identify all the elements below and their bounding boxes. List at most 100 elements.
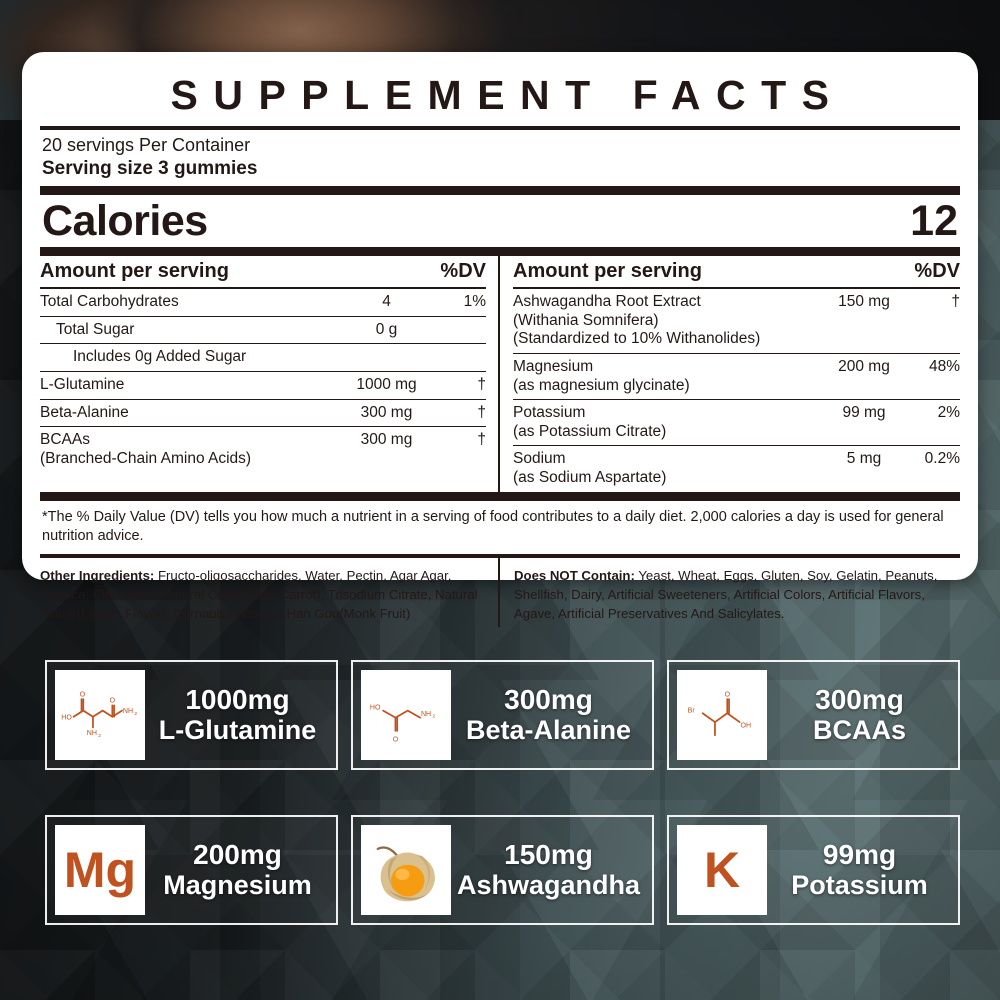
svg-text:2: 2 <box>432 714 435 720</box>
table-row: BCAAs (Branched-Chain Amino Acids) 300 m… <box>40 426 486 472</box>
nutrient-amount: 300 mg <box>360 403 413 421</box>
left-column-header: Amount per serving %DV <box>40 256 486 287</box>
card-name: L-Glutamine <box>158 714 317 745</box>
card-text: 99mg Potassium <box>767 839 950 900</box>
daily-value-footnote: *The % Daily Value (DV) tells you how mu… <box>42 508 944 544</box>
calories-top-divider <box>40 186 960 196</box>
calories-row: Calories 12 <box>40 195 960 247</box>
nutrient-amount: 1000 mg <box>356 375 417 393</box>
ingredient-card-ashwagandha[interactable]: 150mg Ashwagandha <box>350 815 655 925</box>
ingredients-section: Other Ingredients: Fructo-oligosaccharid… <box>40 557 960 628</box>
potassium-symbol-icon: K <box>677 825 768 915</box>
table-row: L-Glutamine 1000 mg † <box>40 370 486 399</box>
nutrient-subname: (Branched-Chain Amino Acids) <box>40 449 252 467</box>
nutrient-subname: (as Potassium Citrate) <box>513 422 667 440</box>
calories-bottom-divider <box>40 247 960 257</box>
nutrient-name: Magnesium <box>513 357 594 375</box>
ashwagandha-berry-svg <box>376 846 435 902</box>
table-row: Sodium (as Sodium Aspartate) 5 mg 0.2% <box>513 445 960 491</box>
supplement-facts-panel: SUPPLEMENT FACTS 20 servings Per Contain… <box>22 52 978 628</box>
ingredient-card-potassium[interactable]: K 99mg Potassium <box>667 815 960 925</box>
ingredient-card-bcaas[interactable]: Br O OH 300mg BCAAs <box>667 660 960 770</box>
nutrient-dv: 0.2% <box>924 450 960 468</box>
nutrient-dv: † <box>951 293 960 311</box>
ingredient-card-l-glutamine[interactable]: HO O O NH 2 NH 2 1000mg L-Glutamine <box>45 660 338 770</box>
servings-per-container: 20 servings Per Container <box>42 135 251 155</box>
glutamine-molecule-icon: HO O O NH 2 NH 2 <box>55 670 145 760</box>
does-not-contain-block: Does NOT Contain: Yeast, Wheat, Eggs, Gl… <box>500 558 960 627</box>
card-text: 200mg Magnesium <box>145 838 328 900</box>
svg-text:2: 2 <box>134 711 137 717</box>
nutrient-name: L-Glutamine <box>40 375 125 393</box>
card-text: 150mg Ashwagandha <box>451 838 644 900</box>
svg-text:HO: HO <box>370 705 381 712</box>
does-not-contain-label: Does NOT Contain: <box>514 567 635 583</box>
svg-text:O: O <box>725 692 731 699</box>
nutrient-name: Total Sugar <box>56 320 135 338</box>
svg-text:NH: NH <box>87 730 97 737</box>
nutrient-name: Includes 0g Added Sugar <box>73 348 247 366</box>
nutrient-subname: (as magnesium glycinate) <box>513 376 690 394</box>
card-dose: 1000mg <box>185 683 290 715</box>
nutrient-subname-2: (Standardized to 10% Withanolides) <box>513 330 761 348</box>
nutrient-subname: (Withania Somnifera) <box>513 311 659 329</box>
ingredient-highlight-grid: HO O O NH 2 NH 2 1000mg L-Glutamine <box>45 660 960 925</box>
beta-alanine-molecule-svg: HO O NH 2 <box>370 705 435 744</box>
nutrient-name: Ashwagandha Root Extract <box>513 293 701 311</box>
table-row: Ashwagandha Root Extract (Withania Somni… <box>513 287 960 353</box>
ingredients-top-divider <box>40 553 960 558</box>
nutrient-amount: 300 mg <box>360 431 413 449</box>
calories-value: 12 <box>910 197 958 246</box>
table-row: Total Sugar 0 g <box>40 315 486 344</box>
card-dose: 300mg <box>504 683 593 715</box>
does-not-contain-text: Yeast, Wheat, Eggs, Gluten, Soy, Gelatin… <box>514 567 938 622</box>
svg-text:HO: HO <box>61 714 72 721</box>
svg-text:O: O <box>80 692 86 699</box>
svg-text:NH: NH <box>123 708 133 715</box>
nutrient-column-right: Amount per serving %DV Ashwagandha Root … <box>500 256 960 491</box>
card-dose: 300mg <box>815 683 904 715</box>
table-row: Beta-Alanine 300 mg † <box>40 398 486 427</box>
left-amount-header: Amount per serving <box>40 260 229 283</box>
calories-label: Calories <box>42 197 208 246</box>
serving-size: Serving size 3 gummies <box>42 157 258 179</box>
nutrient-name: Beta-Alanine <box>40 403 129 421</box>
card-text: 1000mg L-Glutamine <box>145 683 328 745</box>
beta-alanine-molecule-icon: HO O NH 2 <box>360 670 451 760</box>
card-name: Potassium <box>791 869 928 900</box>
nutrient-amount: 0 g <box>375 320 398 338</box>
nutrient-name: BCAAs <box>40 431 90 449</box>
nutrient-dv: † <box>477 375 486 393</box>
nutrient-amount: 5 mg <box>846 450 882 468</box>
servings-block: 20 servings Per Container Serving size 3… <box>40 130 960 186</box>
card-name: Beta-Alanine <box>465 714 632 745</box>
other-ingredients-block: Other Ingredients: Fructo-oligosaccharid… <box>40 557 500 628</box>
element-symbol: Mg <box>63 842 137 898</box>
ingredient-card-beta-alanine[interactable]: HO O NH 2 300mg Beta-Alanine <box>350 660 655 770</box>
right-column-header: Amount per serving %DV <box>513 256 960 287</box>
card-dose: 200mg <box>193 838 282 870</box>
nutrient-dv: 2% <box>937 404 960 422</box>
nutrient-name: Total Carbohydrates <box>40 293 179 311</box>
card-text: 300mg Beta-Alanine <box>451 683 644 745</box>
svg-text:OH: OH <box>740 722 751 729</box>
nutrient-amount: 150 mg <box>838 293 890 311</box>
nutrient-subname: (as Sodium Aspartate) <box>513 468 667 486</box>
card-name: BCAAs <box>813 714 907 745</box>
nutrient-dv: † <box>477 431 486 449</box>
svg-text:O: O <box>393 736 399 743</box>
nutrient-columns: Amount per serving %DV Total Carbohydrat… <box>40 256 960 492</box>
right-amount-header: Amount per serving <box>513 260 702 283</box>
card-dose: 150mg <box>504 838 593 870</box>
glutamine-molecule-svg: HO O O NH 2 NH 2 <box>61 692 137 739</box>
card-name: Magnesium <box>163 869 312 900</box>
svg-text:Br: Br <box>688 707 696 714</box>
bcaa-molecule-svg: Br O OH <box>688 692 751 737</box>
nutrient-amount: 99 mg <box>842 404 886 422</box>
nutrient-amount: 4 <box>382 293 391 311</box>
svg-text:O: O <box>110 698 116 705</box>
svg-text:NH: NH <box>421 711 431 718</box>
table-row: Includes 0g Added Sugar <box>40 343 486 371</box>
ingredient-card-magnesium[interactable]: Mg 200mg Magnesium <box>45 815 338 925</box>
nutrient-name: Potassium <box>513 404 586 422</box>
